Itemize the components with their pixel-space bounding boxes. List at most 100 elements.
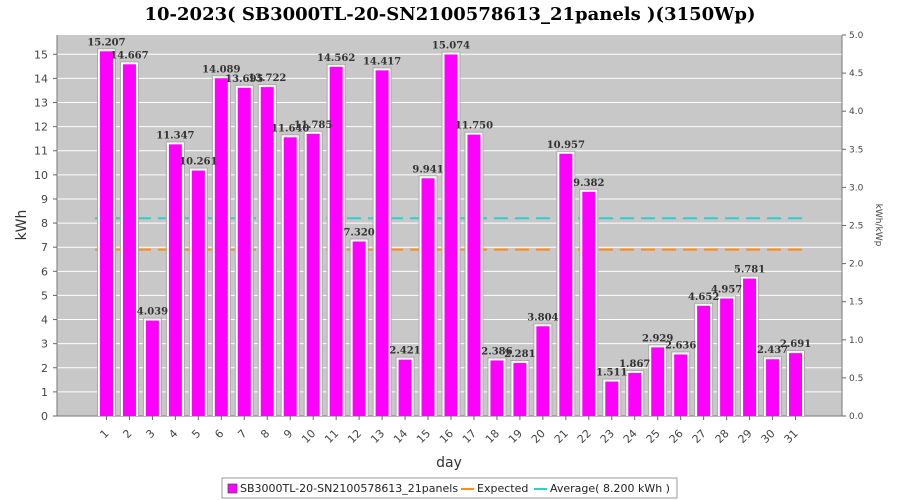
x-tick-label: 26 xyxy=(667,427,686,446)
bar xyxy=(789,353,803,416)
bar xyxy=(329,66,343,417)
bar xyxy=(697,305,711,416)
y-tick-label: 9 xyxy=(41,193,48,206)
x-axis-ticks: 1 2 3 4 5 6 7 8 9 10 11 12 13 14 15 16 17 18 19 20 21 22 23 24 2… xyxy=(97,416,801,446)
data-label: 13.695 xyxy=(225,74,263,85)
bar xyxy=(674,354,688,416)
x-tick-label: 9 xyxy=(281,427,295,441)
data-label: 2.437 xyxy=(757,345,788,356)
x-tick-label: 24 xyxy=(621,427,640,446)
x-tick-label: 10 xyxy=(299,427,318,446)
data-label: 9.941 xyxy=(412,164,443,175)
y-tick-label: 13 xyxy=(34,97,48,110)
data-label: 11.785 xyxy=(294,120,332,131)
y-tick-label: 6 xyxy=(41,265,48,278)
bar xyxy=(467,134,481,417)
data-label: 2.691 xyxy=(780,339,811,350)
data-label: 4.957 xyxy=(711,284,742,295)
bar xyxy=(513,362,527,416)
bar xyxy=(214,78,228,417)
x-tick-label: 14 xyxy=(391,427,410,446)
data-label: 2.636 xyxy=(665,340,696,351)
data-label: 14.667 xyxy=(110,50,148,61)
data-label: 10.261 xyxy=(179,157,217,168)
x-tick-label: 13 xyxy=(368,427,387,446)
bar xyxy=(766,359,780,416)
data-label: 15.074 xyxy=(432,41,470,52)
data-label: 3.804 xyxy=(527,312,558,323)
x-tick-label: 5 xyxy=(189,427,203,441)
y-tick-label: 14 xyxy=(34,72,48,85)
x-tick-label: 18 xyxy=(483,427,502,446)
y-tick-label: 12 xyxy=(34,121,48,134)
x-tick-label: 3 xyxy=(143,427,157,441)
data-label: 11.640 xyxy=(271,123,309,134)
y-tick-label: 4 xyxy=(41,314,48,327)
y-right-tick-label: 0.0 xyxy=(849,412,864,422)
data-label: 9.382 xyxy=(573,178,604,189)
y-tick-label: 10 xyxy=(34,169,48,182)
bar xyxy=(720,298,734,416)
y-tick-label: 5 xyxy=(41,289,48,302)
data-label: 1.867 xyxy=(619,359,650,370)
data-label: 13.722 xyxy=(248,73,286,84)
bar xyxy=(421,178,435,416)
x-tick-label: 6 xyxy=(212,427,226,441)
x-tick-label: 21 xyxy=(552,427,571,446)
bar xyxy=(191,170,205,416)
y-right-tick-label: 3.0 xyxy=(849,183,864,193)
x-tick-label: 17 xyxy=(460,427,479,446)
bar xyxy=(628,372,642,416)
bar xyxy=(536,326,550,416)
y-tick-label: 0 xyxy=(41,410,48,423)
bar xyxy=(375,70,389,417)
y-tick-label: 7 xyxy=(41,241,48,254)
bar xyxy=(237,87,251,416)
bar xyxy=(122,64,136,416)
y-right-tick-label: 1.5 xyxy=(849,298,863,308)
y-tick-label: 15 xyxy=(34,48,48,61)
data-label: 2.386 xyxy=(481,346,512,357)
bar xyxy=(398,359,412,416)
y-right-tick-label: 4.5 xyxy=(849,69,863,79)
data-label: 14.089 xyxy=(202,64,240,75)
x-tick-label: 20 xyxy=(529,427,548,446)
data-label: 5.781 xyxy=(734,265,765,276)
x-tick-label: 16 xyxy=(437,427,456,446)
bar xyxy=(651,347,665,416)
bar xyxy=(582,191,596,416)
legend-label-series: SB3000TL-20-SN2100578613_21panels xyxy=(240,482,458,495)
y-right-tick-label: 2.5 xyxy=(849,222,863,232)
x-tick-label: 22 xyxy=(575,427,594,446)
x-tick-label: 2 xyxy=(120,427,134,441)
x-axis-label: day xyxy=(436,455,462,471)
legend: SB3000TL-20-SN2100578613_21panels Expect… xyxy=(221,477,678,499)
bar xyxy=(260,87,274,416)
x-tick-label: 12 xyxy=(345,427,364,446)
data-label: 7.320 xyxy=(343,227,374,238)
y-tick-label: 8 xyxy=(41,217,48,230)
data-label: 2.421 xyxy=(389,346,420,357)
data-label: 2.281 xyxy=(504,349,535,360)
y-tick-label: 3 xyxy=(41,338,48,351)
x-tick-label: 15 xyxy=(414,427,433,446)
x-tick-label: 1 xyxy=(97,427,111,441)
legend-box xyxy=(221,477,678,499)
chart-title: 10-2023( SB3000TL-20-SN2100578613_21pane… xyxy=(145,4,756,25)
bar-series xyxy=(96,48,806,417)
y-right-tick-label: 5.0 xyxy=(849,31,864,41)
y-tick-label: 2 xyxy=(41,362,48,375)
x-tick-label: 30 xyxy=(759,427,778,446)
data-labels: 15.207 14.667 4.039 11.347 10.261 14.08913.69… xyxy=(87,37,811,378)
y-right-tick-label: 3.5 xyxy=(849,145,863,155)
y-axis-right-label: kWh/kWp xyxy=(873,204,883,247)
x-tick-label: 31 xyxy=(782,427,801,446)
data-label: 11.347 xyxy=(156,130,194,141)
x-tick-label: 25 xyxy=(644,427,663,446)
legend-swatch-series xyxy=(227,483,238,494)
legend-label-average: Average( 8.200 kWh ) xyxy=(550,482,670,495)
bar xyxy=(99,51,113,416)
data-label: 4.652 xyxy=(688,292,719,303)
